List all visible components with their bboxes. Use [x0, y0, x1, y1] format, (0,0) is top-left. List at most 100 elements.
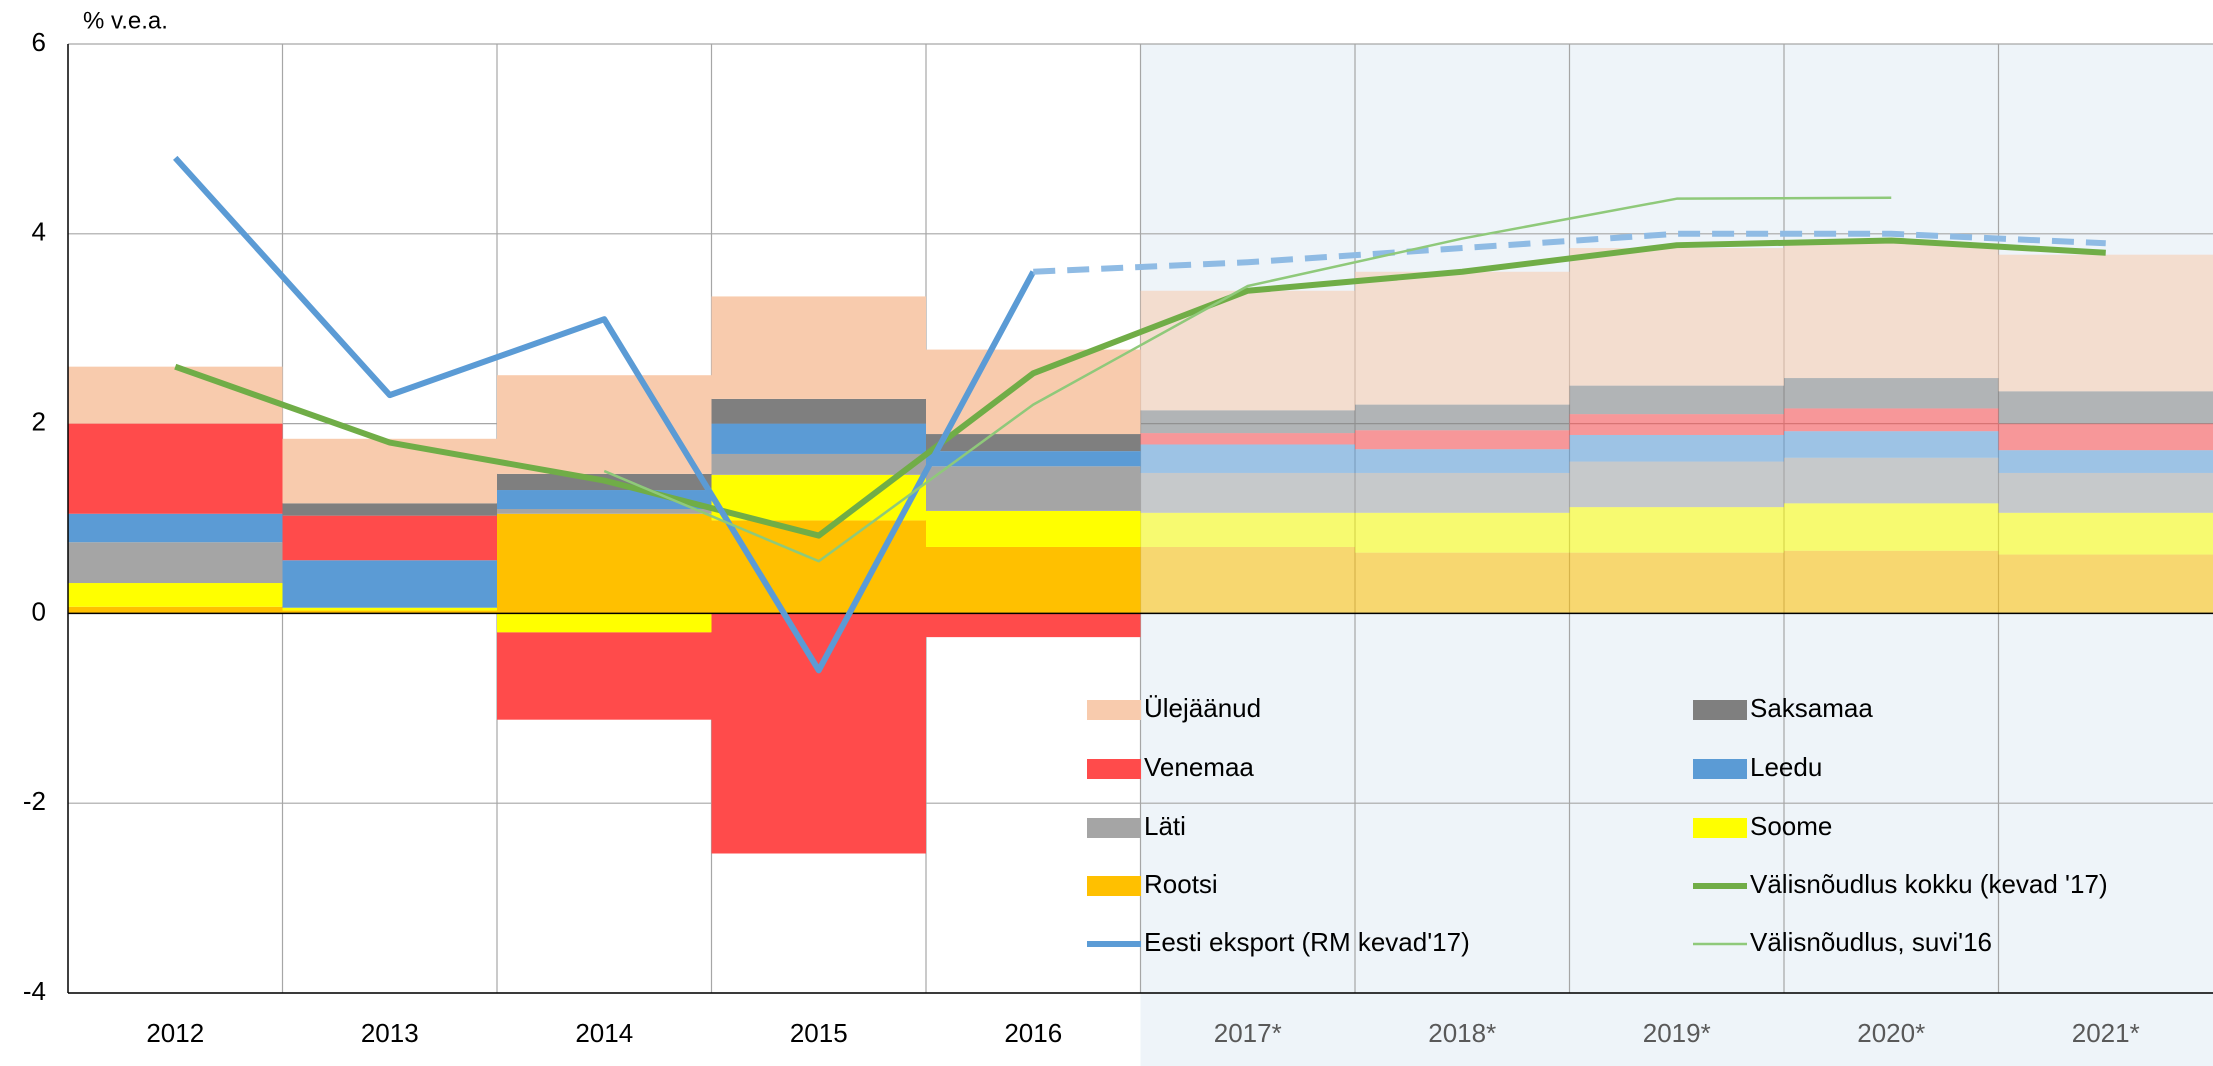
bar	[711, 398, 926, 424]
bar	[1784, 243, 1999, 379]
bar	[1355, 430, 1570, 450]
legend-label: Välisnõudlus, suvi'16	[1750, 927, 1992, 957]
y-tick-label: 2	[32, 406, 46, 436]
bar	[1784, 378, 1999, 409]
line	[603, 196, 1892, 563]
bar	[497, 509, 712, 514]
legend-label: Läti	[1144, 811, 1186, 841]
bar	[1569, 248, 1784, 386]
bar	[711, 423, 926, 454]
legend-label: Eesti eksport (RM kevad'17)	[1144, 927, 1470, 957]
bar	[1355, 472, 1570, 513]
x-tick-label: 2014	[575, 1018, 633, 1048]
bar	[926, 434, 1141, 452]
legend-swatch	[1087, 759, 1141, 779]
bar	[497, 375, 712, 474]
x-tick-label: 2021*	[2072, 1018, 2140, 1048]
legend-swatch	[1087, 818, 1141, 838]
bar	[926, 613, 1141, 638]
y-tick-label: -4	[23, 976, 46, 1006]
bar	[711, 613, 926, 854]
y-tick-label: -2	[23, 786, 46, 816]
y-tick-label: 0	[32, 596, 46, 626]
bar	[497, 613, 712, 633]
bar	[497, 513, 712, 614]
bar	[926, 510, 1141, 547]
x-tick-label: 2015	[790, 1018, 848, 1048]
bar	[1784, 457, 1999, 504]
legend-swatch	[1693, 818, 1747, 838]
bar	[926, 466, 1141, 511]
legend-label: Ülejäänud	[1144, 693, 1261, 723]
bar	[1998, 472, 2213, 513]
bar	[68, 583, 283, 607]
y-axis-label: % v.e.a.	[83, 7, 168, 34]
bar	[68, 606, 283, 614]
bar	[926, 546, 1141, 614]
bar	[1784, 431, 1999, 458]
bar	[1569, 414, 1784, 435]
bar	[1355, 512, 1570, 553]
bar	[1355, 271, 1570, 405]
bar	[1140, 410, 1355, 434]
bar	[1140, 546, 1355, 614]
bar	[1140, 433, 1355, 445]
bar	[68, 513, 283, 543]
legend-label: Venemaa	[1144, 752, 1254, 782]
line	[174, 237, 2106, 539]
bar	[1784, 550, 1999, 614]
bar	[68, 423, 283, 514]
y-tick-label: 4	[32, 217, 46, 247]
x-tick-label: 2019*	[1643, 1018, 1711, 1048]
bar	[282, 438, 497, 504]
bar	[1569, 385, 1784, 415]
bar	[1998, 450, 2213, 473]
bar	[1355, 404, 1570, 431]
bar	[68, 542, 283, 584]
legend-label: Rootsi	[1144, 869, 1218, 899]
legend-label: Välisnõudlus kokku (kevad '17)	[1750, 869, 2108, 899]
bar	[1140, 512, 1355, 547]
bar	[1140, 290, 1355, 411]
x-tick-label: 2016	[1004, 1018, 1062, 1048]
bar	[1569, 507, 1784, 553]
legend-label: Soome	[1750, 811, 1832, 841]
bar	[1998, 254, 2213, 392]
line	[173, 155, 1036, 674]
bar	[282, 515, 497, 561]
x-tick-label: 2012	[146, 1018, 204, 1048]
x-tick-label: 2018*	[1428, 1018, 1496, 1048]
bar	[282, 610, 497, 614]
legend-label: Leedu	[1750, 752, 1822, 782]
bar	[1140, 472, 1355, 513]
bar	[1355, 552, 1570, 614]
bar	[711, 296, 926, 399]
bar	[1784, 503, 1999, 551]
bar	[1998, 423, 2213, 451]
legend-swatch	[1087, 876, 1141, 896]
bar	[1569, 461, 1784, 508]
legend-swatch	[1693, 759, 1747, 779]
bar	[1140, 444, 1355, 473]
bar	[1998, 391, 2213, 424]
bar	[1569, 434, 1784, 462]
bar	[1784, 408, 1999, 432]
legend-swatch	[1087, 700, 1141, 720]
legend-label: Saksamaa	[1750, 693, 1873, 723]
line-dashed	[1033, 230, 2106, 275]
bar	[1569, 552, 1784, 614]
x-tick-label: 2020*	[1857, 1018, 1925, 1048]
bar	[282, 607, 497, 611]
legend-swatch	[1693, 700, 1747, 720]
bar	[1998, 554, 2213, 614]
y-tick-label: 6	[32, 27, 46, 57]
x-tick-label: 2013	[361, 1018, 419, 1048]
bar	[1355, 449, 1570, 473]
bar	[711, 453, 926, 475]
bar	[282, 560, 497, 608]
bar	[497, 632, 712, 720]
bar	[926, 451, 1141, 467]
x-tick-label: 2017*	[1214, 1018, 1282, 1048]
bar	[1998, 512, 2213, 555]
